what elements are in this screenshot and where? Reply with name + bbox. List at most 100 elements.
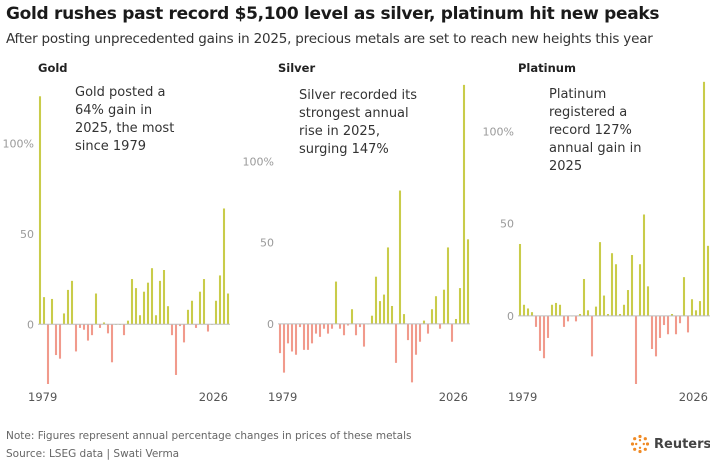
gold-bar-2023 [214, 300, 218, 325]
platinum-bar-1988 [554, 302, 558, 316]
platinum-bar-1985 [542, 315, 546, 359]
silver-bar-2010 [402, 314, 406, 324]
silver-x-start-label: 1979 [268, 390, 297, 404]
gold-bar-2001 [126, 320, 130, 325]
gold-bar-1987 [70, 280, 74, 325]
gold-bar-1992 [90, 324, 94, 336]
gold-bar-1997 [110, 324, 114, 363]
silver-bar-2024 [458, 288, 462, 324]
gold-bar-2020 [202, 279, 206, 325]
silver-bar-2002 [370, 315, 374, 324]
silver-bar-2007 [390, 305, 394, 324]
gold-x-start-label: 1979 [28, 390, 57, 404]
gold-bar-1982 [50, 298, 54, 325]
gold-bar-2002 [130, 279, 134, 325]
gold-bar-1993 [94, 293, 98, 325]
silver-chart: 0 50 100% 1979 2026 [243, 84, 470, 404]
platinum-panel: 0 50 100% 1979 2026 Platinum Platinum regist… [480, 58, 710, 410]
platinum-chart: 0 50 100% 1979 2026 [483, 81, 710, 404]
platinum-bar-2006 [626, 290, 630, 316]
gold-bar-2003 [134, 288, 138, 325]
gold-x-end-label: 2026 [199, 390, 228, 404]
platinum-bar-2000 [602, 295, 606, 316]
silver-x-end-label: 2026 [439, 390, 468, 404]
reuters-logo-icon [630, 434, 650, 454]
platinum-bar-1983 [534, 315, 538, 327]
silver-bar-2014 [418, 323, 422, 342]
silver-bar-1996 [346, 323, 350, 326]
platinum-bar-2007 [630, 255, 634, 316]
platinum-bar-1998 [594, 306, 598, 316]
silver-ytick-label: 100% [243, 155, 274, 168]
gold-bar-1980 [42, 297, 46, 325]
platinum-annotation: Platinum registered a record 127% annual… [549, 87, 642, 174]
silver-bar-2004 [378, 301, 382, 324]
gold-bar-1979 [38, 96, 42, 325]
platinum-bar-2025 [702, 81, 706, 316]
platinum-bar-1987 [550, 304, 554, 316]
gold-chart: 0 50 100% 1979 2026 [3, 96, 230, 404]
silver-bar-1981 [286, 323, 290, 344]
gold-bar-1989 [78, 324, 82, 328]
gold-bar-2018 [194, 324, 198, 328]
gold-bar-2010 [162, 270, 166, 325]
silver-bar-1983 [294, 323, 298, 355]
platinum-bar-2015 [662, 315, 666, 326]
silver-bar-2020 [442, 289, 446, 324]
platinum-bar-2011 [646, 286, 650, 316]
platinum-x-end-label: 2026 [679, 390, 708, 404]
platinum-bar-1990 [562, 315, 566, 327]
silver-panel: 0 50 100% 1979 2026 Silver Silver recorded i… [238, 58, 470, 410]
silver-bar-2003 [374, 276, 378, 324]
platinum-bar-1996 [586, 310, 590, 316]
silver-bar-2009 [398, 190, 402, 324]
platinum-bar-2009 [638, 264, 642, 316]
gold-bar-2019 [198, 291, 202, 325]
silver-bar-2005 [382, 294, 386, 324]
silver-ytick-label: 50 [260, 237, 274, 250]
platinum-bar-2005 [622, 304, 626, 316]
platinum-bar-2003 [614, 264, 618, 316]
platinum-bar-1999 [598, 242, 602, 316]
silver-panel-label: Silver [278, 61, 316, 75]
silver-bar-2022 [450, 323, 454, 342]
gold-bar-1994 [98, 324, 102, 328]
gold-bar-2021 [206, 324, 210, 332]
silver-bar-1979 [278, 323, 282, 354]
platinum-bar-1994 [578, 313, 582, 316]
silver-bar-1995 [342, 323, 346, 336]
silver-bar-1992 [330, 323, 334, 329]
gold-bar-2024 [218, 275, 222, 325]
silver-bar-1986 [306, 323, 310, 350]
platinum-bar-1986 [546, 315, 550, 338]
platinum-bar-1979 [518, 243, 522, 316]
platinum-bar-1993 [574, 315, 578, 322]
silver-bar-2013 [414, 323, 418, 355]
gold-bar-2005 [142, 291, 146, 325]
gold-bar-1985 [62, 313, 66, 325]
gold-bar-2015 [182, 324, 186, 343]
chart-title: Gold rushes past record $5,100 level as … [6, 4, 660, 24]
silver-bar-1994 [338, 323, 342, 329]
gold-bar-1981 [46, 324, 50, 384]
platinum-bar-2014 [658, 315, 662, 338]
platinum-bar-2023 [694, 310, 698, 316]
gold-bar-2011 [166, 306, 170, 325]
silver-annotation: Silver recorded its strongest annual ris… [299, 88, 418, 157]
gold-panel: 0 50 100% 1979 2026 Gold Gold posted a 64% g… [3, 58, 231, 410]
platinum-bar-2013 [654, 315, 658, 357]
chart-note: Note: Figures represent annual percentag… [6, 430, 412, 442]
platinum-bar-2021 [686, 315, 690, 333]
silver-bar-1998 [354, 323, 358, 336]
platinum-bar-2008 [634, 315, 638, 384]
silver-bar-1989 [318, 323, 322, 337]
gold-bar-1984 [58, 324, 62, 359]
platinum-bar-2016 [666, 315, 670, 335]
silver-bar-2017 [430, 309, 434, 324]
gold-bar-1983 [54, 324, 58, 356]
gold-bar-2013 [174, 324, 178, 375]
platinum-bar-1989 [558, 304, 562, 316]
silver-bar-2011 [406, 323, 410, 341]
silver-bar-1982 [290, 323, 294, 352]
gold-bar-2025 [222, 208, 226, 325]
